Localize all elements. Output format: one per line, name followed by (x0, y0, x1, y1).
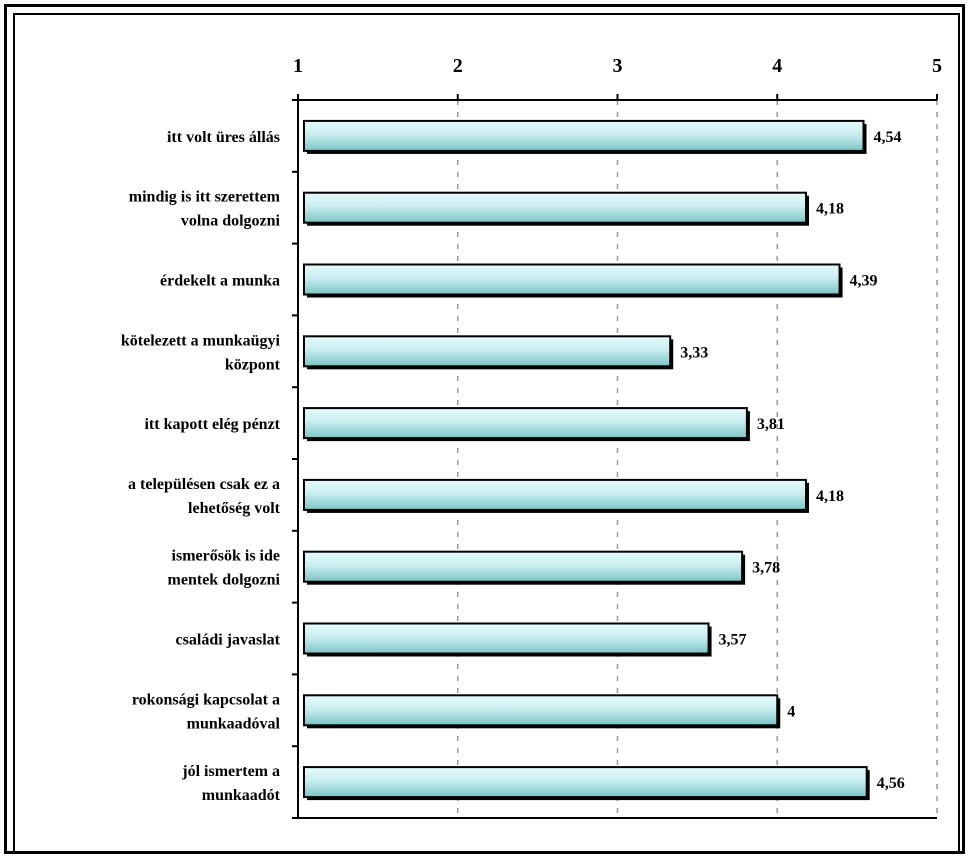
category-label: itt kapott elég pénzt (144, 416, 280, 433)
x-tick-label: 3 (613, 55, 623, 77)
data-label: 4,18 (816, 201, 844, 218)
category-label: családi javaslat (176, 632, 281, 649)
bar (303, 766, 868, 799)
category-label: érdekelt a munka (160, 273, 280, 290)
category-label: központ (225, 356, 281, 373)
x-tick-label: 2 (453, 55, 463, 77)
bar (303, 694, 779, 727)
bars (303, 119, 870, 801)
bar (303, 263, 841, 296)
data-label: 3,57 (719, 632, 747, 649)
data-label: 3,33 (680, 344, 708, 361)
x-tick-label: 1 (293, 55, 303, 77)
labels: 1 2 3 4 5 4,54 itt volt üres állás 4,18 mindig i… (121, 55, 942, 804)
category-label: volna dolgozni (181, 213, 281, 230)
data-label: 4,54 (874, 129, 902, 146)
x-tick-label: 4 (772, 55, 782, 77)
bar (303, 407, 748, 440)
bar (303, 550, 744, 583)
category-label: mentek dolgozni (168, 572, 281, 589)
axes (292, 94, 938, 819)
data-label: 4,39 (850, 273, 878, 290)
category-label: kötelezett a munkaügyi (121, 332, 281, 349)
data-label: 4,18 (816, 488, 844, 505)
x-tick-label: 5 (932, 55, 942, 77)
category-label: jól ismertem a (181, 763, 280, 780)
category-label: ismerősök is ide (172, 548, 280, 565)
inner-frame (13, 13, 960, 854)
bar (303, 119, 865, 152)
category-label: lehetőség volt (188, 500, 281, 517)
bar (303, 478, 808, 511)
category-label: munkaadót (202, 787, 281, 804)
category-label: mindig is itt szerettem (129, 189, 281, 206)
data-label: 3,78 (752, 560, 780, 577)
data-label: 4,56 (877, 775, 905, 792)
data-label: 4 (787, 703, 795, 720)
category-label: a településen csak ez a (128, 476, 280, 493)
bar (303, 191, 808, 224)
category-label: rokonsági kapcsolat a (132, 691, 280, 708)
data-label: 3,81 (757, 416, 785, 433)
category-label: itt volt üres állás (167, 129, 280, 146)
bar (303, 335, 672, 368)
category-label: munkaadóval (187, 715, 281, 732)
bar (303, 622, 710, 655)
